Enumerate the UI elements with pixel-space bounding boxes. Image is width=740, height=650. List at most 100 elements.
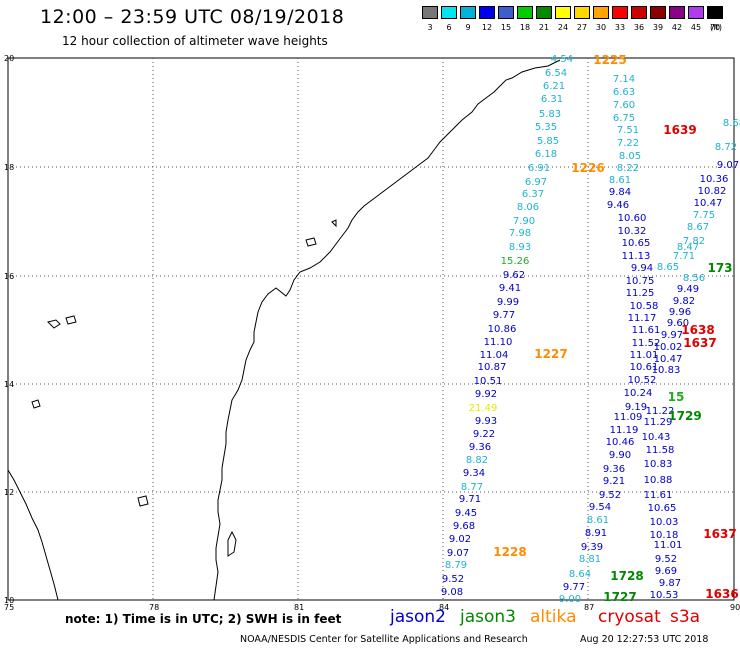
swh-value-label: 9.90 [609,450,631,461]
island-outline [31,399,41,409]
swh-value-label: 8.81 [579,554,601,565]
color-scale-swatch [669,6,685,19]
swh-value-label: 4.54 [551,54,573,65]
pass-time-marker: 1227 [534,347,567,361]
swh-value-label: 10.36 [700,174,729,185]
swh-value-label: 11.25 [626,288,655,299]
swh-value-label: 7 [0,0,3,3]
swh-value-label: 11.58 [646,445,675,456]
pass-time-marker: 1638 [681,323,714,337]
swh-value-label: 7.98 [509,228,531,239]
swh-value-label: 10.75 [626,276,655,287]
pass-time-marker: 1637 [683,336,716,350]
swh-value-label: 8.65 [657,262,679,273]
lat-tick-label: 20 [4,54,14,63]
color-scale-label: 42 [671,23,683,32]
color-scale-label: 15 [500,23,512,32]
pass-time-marker: 1729 [668,409,701,423]
swh-value-label: 9.68 [453,521,475,532]
swh-value-label: 10.65 [622,238,651,249]
swh-value-label: 10.87 [478,362,507,373]
swh-value-label: 6.54 [545,68,567,79]
color-scale-swatch [498,6,514,19]
swh-value-label: 9.39 [581,542,603,553]
swh-value-label: 6.63 [613,87,635,98]
swh-value-label: 6.18 [535,149,557,160]
swh-value-label: 6.31 [541,94,563,105]
swh-value-label: 6.97 [525,177,547,188]
swh-value-label: 11.01 [654,540,683,551]
swh-value-label: 10.43 [642,432,671,443]
swh-value-label: 15.26 [501,256,530,267]
swh-value-label: 11.17 [628,313,657,324]
swh-value-label: 7.3 [0,0,8,3]
lon-tick-label: 84 [439,603,449,612]
swh-value-label: 7.71 [673,251,695,262]
swh-value-label: 10.86 [488,324,517,335]
swh-value-label: 8.61 [587,515,609,526]
swh-value-label: 9.52 [655,554,677,565]
swh-value-label: 9.34 [463,468,485,479]
color-scale-swatch [593,6,609,19]
swh-value-label: 11.13 [622,251,651,262]
swh-value-label: 5.35 [535,122,557,133]
lon-tick-label: 75 [4,603,14,612]
pass-time-marker: 1639 [663,123,696,137]
swh-value-label: 10.46 [606,437,635,448]
swh-value-label: 9.36 [603,464,625,475]
color-scale-label: 21 [538,23,550,32]
color-scale-label: 45 [690,23,702,32]
island-outline [305,237,317,247]
swh-value-label: 8.56 [683,273,705,284]
color-scale-swatch [517,6,533,19]
swh-value-label: 9.84 [609,187,631,198]
lat-tick-label: 18 [4,163,14,172]
swh-value-label: 10.51 [474,376,503,387]
swh-value-label: 9.02 [449,534,471,545]
footer-note: note: 1) Time is in UTC; 2) SWH is in fe… [65,612,342,626]
swh-value-label: 10.32 [618,226,647,237]
swh-value-label: 10.82 [698,186,727,197]
coastline [7,59,561,601]
lon-tick-label: 90 [730,603,740,612]
swh-value-label: 8.93 [509,242,531,253]
swh-value-label: 8.72 [715,142,737,153]
lat-tick-label: 14 [4,380,14,389]
color-scale-label: 3 [427,23,433,32]
swh-value-label: 11.10 [484,337,513,348]
swh-value-label: 10.61 [630,362,659,373]
legend-s3a: s3a [670,607,701,627]
swh-value-label: 10.53 [650,590,679,601]
swh-value-label: 8.06 [517,202,539,213]
swh-value-label: 9.71 [459,494,481,505]
pass-time-marker: 1228 [493,545,526,559]
color-scale-swatch [631,6,647,19]
color-scale-unit: (ft) [709,23,723,32]
footer-timestamp: Aug 20 12:27:53 UTC 2018 [580,634,709,645]
island-outline [47,319,61,329]
swh-value-label: 7.14 [613,74,635,85]
swh-value-label: 11.09 [614,412,643,423]
swh-value-label: 9.46 [607,200,629,211]
swh-value-label: 10.52 [628,375,657,386]
swh-value-label: 11.29 [644,417,673,428]
swh-value-label: 8.47 [677,242,699,253]
india-east-coastline [213,59,561,601]
swh-value-label: 8.79 [445,560,467,571]
time-markers: 1225122612271228163916381637163716361728… [493,53,738,604]
swh-value-label: 9.82 [673,296,695,307]
swh-value-label: 11.19 [610,425,639,436]
swh-value-label: 11.61 [632,325,661,336]
swh-value-label: 9.07 [447,548,469,559]
swh-value-label: 8.91 [585,528,607,539]
color-scale-swatch [536,6,552,19]
swh-value-label: 9.41 [499,283,521,294]
swh-value-label: 21.49 [469,403,498,414]
swh-value-label: 9.22 [473,429,495,440]
color-scale-label: 30 [595,23,607,32]
color-scale-label: 70 [709,23,721,32]
color-scale-swatch [650,6,666,19]
swh-value-label: 9.62 [503,270,525,281]
lat-tick-label: 10 [4,596,14,605]
